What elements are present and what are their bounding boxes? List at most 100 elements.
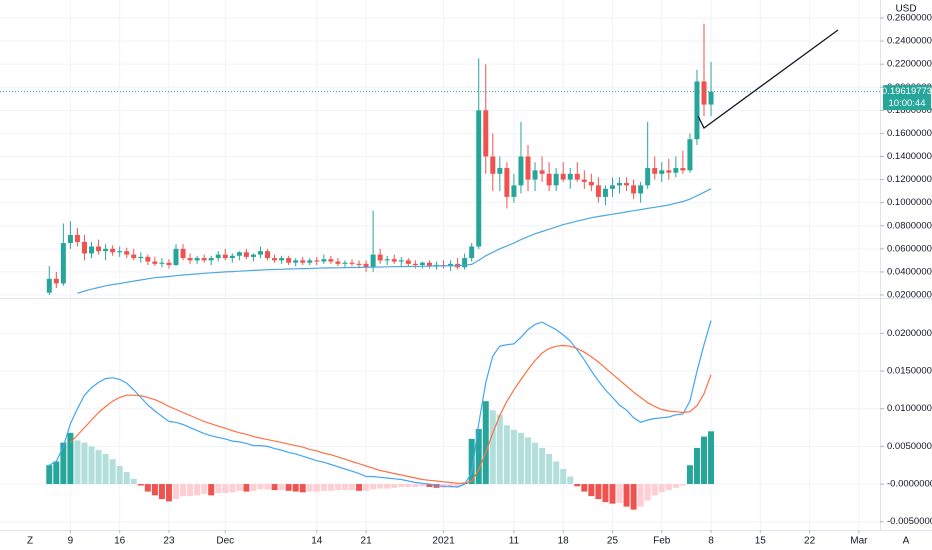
candle-body [328, 259, 334, 262]
histogram-bar [243, 484, 250, 492]
x-tick-label: 25 [607, 536, 619, 547]
histogram-bar [222, 484, 229, 494]
candle-body [159, 262, 165, 264]
histogram-bar [151, 484, 158, 496]
x-tick-label: Feb [653, 536, 671, 547]
candle-body [609, 185, 615, 189]
candle-body [412, 263, 418, 265]
histogram-bar [95, 450, 102, 485]
histogram-bar [546, 453, 553, 485]
candle-body [469, 246, 475, 259]
histogram-bar [412, 484, 419, 488]
histogram-bar [334, 484, 341, 491]
histogram-bar [81, 442, 88, 485]
candle-body [448, 263, 454, 267]
histogram-bar [215, 484, 222, 494]
candle-body [356, 263, 362, 265]
histogram-bar [616, 484, 623, 503]
candle-body [532, 170, 538, 180]
histogram-bar [560, 468, 567, 485]
candle-body [504, 168, 510, 197]
candle-body [180, 248, 186, 259]
trend-drawing [697, 29, 839, 129]
x-tick-label: 2021 [432, 536, 455, 547]
candle-body [419, 262, 425, 265]
x-tick-label: Mar [850, 536, 868, 547]
candle-body [462, 258, 468, 268]
histogram-bar [313, 484, 320, 492]
histogram-bar [637, 484, 644, 507]
histogram-bar [525, 437, 531, 485]
candle-body [53, 278, 59, 284]
candle-body [173, 248, 179, 265]
candle-body [243, 252, 249, 257]
auto-scale-button[interactable]: A [903, 536, 910, 547]
candle-body [342, 262, 348, 264]
histogram-bar [644, 484, 651, 501]
candle-body [307, 260, 313, 263]
candle-body [349, 262, 355, 264]
candle-body [96, 246, 102, 252]
histogram-bar [264, 484, 271, 490]
countdown-label: 10:00:44 [889, 98, 926, 109]
candle-body [652, 168, 658, 174]
candle-body [250, 254, 256, 257]
candle-body [567, 173, 573, 180]
candle-body [511, 185, 517, 197]
histogram-bar [349, 484, 355, 491]
histogram-bar [109, 459, 116, 485]
x-tick-label: 16 [114, 536, 126, 547]
x-tick-label: 8 [708, 536, 714, 547]
candle-body [560, 173, 566, 180]
histogram-bar [201, 484, 208, 494]
candle-body [335, 261, 341, 264]
histogram-bar [665, 484, 672, 491]
histogram-bar [405, 484, 412, 488]
candle-body [595, 185, 601, 197]
candle-body [208, 258, 214, 261]
histogram-bar [609, 484, 616, 504]
histogram-bar [187, 484, 194, 497]
candle-body [103, 248, 109, 252]
x-tick-label: Dec [216, 536, 234, 547]
candle-body [497, 168, 503, 174]
histogram-bar [567, 476, 574, 485]
histogram-bar [194, 484, 201, 496]
histogram-bar [356, 484, 363, 491]
x-tick-label: 9 [68, 536, 74, 547]
histogram-bar [180, 484, 187, 497]
histogram-bar [130, 478, 137, 485]
histogram-bar [510, 429, 517, 485]
candle-body [89, 246, 95, 254]
histogram-bar [623, 484, 630, 507]
candle-body [229, 255, 235, 259]
histogram-bar [88, 446, 95, 485]
histogram-bar [292, 484, 299, 492]
histogram-bar [454, 484, 461, 488]
candle-body [370, 254, 376, 268]
histogram-bar [158, 484, 165, 500]
candle-body [553, 173, 559, 186]
histogram-bar [496, 414, 503, 485]
candle-body [631, 185, 637, 194]
histogram-bar [574, 484, 581, 487]
candle-body [546, 173, 552, 186]
moving-average-line [77, 188, 712, 294]
histogram-bar [74, 440, 81, 485]
candle-body [525, 156, 531, 180]
histogram-bar [278, 484, 285, 491]
zoom-button[interactable]: Z [27, 536, 33, 547]
candle-body [391, 259, 397, 262]
histogram-bar [482, 401, 489, 485]
histogram-bar [173, 484, 179, 500]
indicator-line [49, 320, 712, 488]
histogram-bar [532, 442, 539, 485]
